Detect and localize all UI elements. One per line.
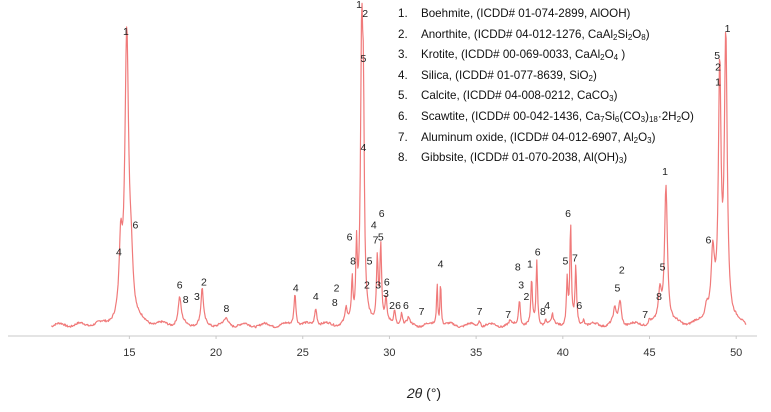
peak-label: 7 — [373, 235, 379, 247]
peak-label: 6 — [379, 208, 385, 220]
legend-item: 3. Krotite, (ICDD# 00-069-0033, CaAl2O4 ) — [398, 45, 694, 66]
x-axis: 15 20 25 30 35 40 45 50 — [8, 335, 757, 359]
peak-label: 5 — [714, 50, 720, 62]
peak-label: 6 — [177, 279, 183, 291]
legend-item: 1. Boehmite, (ICDD# 01-074-2899, AlOOH) — [398, 4, 694, 25]
peak-label: 6 — [565, 208, 571, 220]
peak-label: 1 — [715, 77, 721, 89]
x-axis-unit: (°) — [422, 385, 441, 401]
peak-label: 8 — [540, 306, 546, 318]
peak-label: 8 — [656, 291, 662, 303]
peak-label: 3 — [518, 279, 524, 291]
peak-label: 4 — [544, 300, 550, 312]
xrd-series-line — [51, 2, 747, 329]
legend-text: Silica, (ICDD# 01-077-8639, SiO2) — [421, 68, 597, 83]
peak-label: 8 — [224, 303, 230, 315]
peak-label: 5 — [562, 255, 568, 267]
peak-label: 8 — [350, 255, 356, 267]
peak-label: 2 — [523, 291, 529, 303]
legend-text: Boehmite, (ICDD# 01-074-2899, AlOOH) — [421, 7, 631, 20]
x-axis-label: 2θ (°) — [406, 385, 441, 401]
legend-number: 7. — [398, 130, 408, 144]
peak-label: 2 — [715, 62, 721, 74]
x-tick-label: 25 — [297, 347, 309, 359]
x-axis-symbol: 2θ — [406, 385, 423, 401]
legend-text: Scawtite, (ICDD# 00-042-1436, Ca7Si6(CO3… — [421, 109, 694, 124]
x-tick-label: 45 — [643, 347, 655, 359]
peak-label: 2 — [619, 264, 625, 276]
legend-item: 8. Gibbsite, (ICDD# 01-070-2038, Al(OH)3) — [398, 148, 694, 169]
x-tick-label: 15 — [123, 347, 135, 359]
legend-item: 2. Anorthite, (ICDD# 04-012-1276, CaAl2Si… — [398, 25, 694, 46]
peak-label: 2 — [389, 300, 395, 312]
peak-label: 1 — [725, 23, 731, 35]
peak-label: 5 — [615, 282, 621, 294]
x-axis-title: 2θ (°) — [406, 385, 441, 401]
legend-number: 5. — [398, 89, 408, 103]
legend-number: 8. — [398, 151, 408, 165]
peak-label: 5 — [367, 255, 373, 267]
phase-legend: 1. Boehmite, (ICDD# 01-074-2899, AlOOH) 2.… — [398, 4, 694, 169]
peak-label: 1 — [356, 0, 362, 11]
peak-label: 6 — [706, 235, 712, 247]
peak-label: 6 — [347, 232, 353, 244]
peak-label: 8 — [332, 297, 338, 309]
peak-label: 4 — [116, 247, 122, 259]
legend-item: 7. Aluminum oxide, (ICDD# 04-012-6907, Al… — [398, 128, 694, 149]
peak-label: 8 — [183, 294, 189, 306]
peak-label: 3 — [375, 279, 381, 291]
legend-number: 1. — [398, 7, 408, 20]
peak-label: 6 — [133, 220, 139, 232]
legend-text: Aluminum oxide, (ICDD# 04-012-6907, Al2O… — [421, 130, 656, 145]
peak-label: 6 — [395, 300, 401, 312]
legend-item: 5. Calcite, (ICDD# 04-008-0212, CaCO3) — [398, 86, 694, 107]
peak-label: 7 — [505, 309, 511, 321]
x-tick-label: 30 — [383, 347, 395, 359]
legend-item: 4. Silica, (ICDD# 01-077-8639, SiO2) — [398, 66, 694, 87]
legend-text: Gibbsite, (ICDD# 01-070-2038, Al(OH)3) — [421, 151, 628, 166]
peak-label: 5 — [361, 53, 367, 65]
peak-label: 4 — [361, 142, 367, 154]
legend-text: Krotite, (ICDD# 00-069-0033, CaAl2O4 ) — [421, 48, 626, 63]
peak-label: 7 — [419, 306, 425, 318]
peak-label: 2 — [334, 282, 340, 294]
x-tick-label: 50 — [730, 347, 742, 359]
legend-number: 3. — [398, 48, 408, 62]
peak-label: 4 — [371, 220, 377, 232]
legend-number: 2. — [398, 27, 408, 41]
x-tick-label: 20 — [210, 347, 222, 359]
peak-label: 1 — [527, 258, 533, 270]
peak-label: 2 — [362, 8, 368, 20]
peak-label: 3 — [383, 288, 389, 300]
peak-label: 1 — [123, 26, 129, 38]
peak-label: 7 — [642, 309, 648, 321]
peak-label: 4 — [293, 282, 299, 294]
peak-label: 2 — [364, 279, 370, 291]
peak-label: 6 — [384, 276, 390, 288]
peak-label: 6 — [576, 300, 582, 312]
peak-label: 3 — [194, 291, 200, 303]
peak-label: 2 — [201, 276, 207, 288]
peak-label: 1 — [662, 166, 668, 178]
peak-label: 8 — [515, 261, 521, 273]
x-tick-label: 40 — [557, 347, 569, 359]
peak-label: 6 — [403, 300, 409, 312]
peak-label: 6 — [535, 247, 541, 259]
legend-number: 6. — [398, 109, 408, 123]
peak-label: 5 — [378, 232, 384, 244]
peak-label: 7 — [572, 252, 578, 264]
legend-item: 6. Scawtite, (ICDD# 00-042-1436, Ca7Si6(C… — [398, 107, 694, 128]
legend-text: Anorthite, (ICDD# 04-012-1276, CaAl2Si2O… — [421, 27, 650, 42]
diffraction-trace — [51, 2, 747, 329]
legend-number: 4. — [398, 68, 408, 82]
peak-label: 4 — [313, 291, 319, 303]
legend-text: Calcite, (ICDD# 04-008-0212, CaCO3) — [421, 89, 618, 104]
peak-label: 5 — [660, 261, 666, 273]
peak-label: 7 — [477, 306, 483, 318]
peak-label: 4 — [438, 258, 444, 270]
x-tick-label: 35 — [470, 347, 482, 359]
